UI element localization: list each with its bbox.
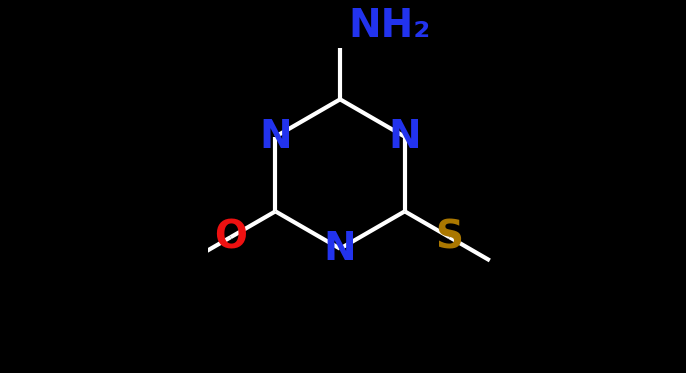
Text: N: N [324,230,357,268]
Text: N: N [388,117,421,156]
Text: S: S [436,218,464,256]
Text: O: O [214,218,247,256]
Text: NH₂: NH₂ [348,7,431,45]
Text: N: N [259,117,292,156]
